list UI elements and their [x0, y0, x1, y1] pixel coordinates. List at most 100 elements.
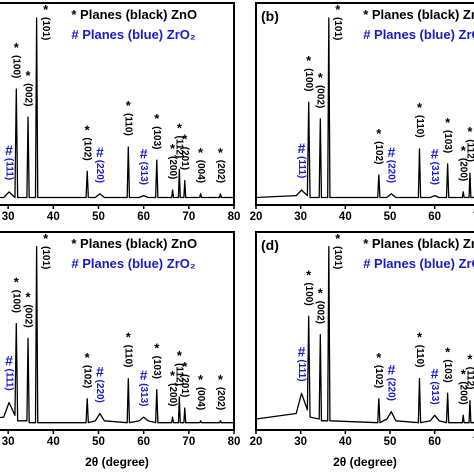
peak-label: (313) [429, 381, 440, 404]
legend-entry: # Planes (blue) ZrO₂ [363, 256, 474, 271]
x-tick-label: 70 [473, 211, 474, 223]
peak-marker: # [5, 142, 13, 158]
peak-marker: * [14, 40, 20, 55]
peak-label: (200) [458, 158, 469, 181]
peak-marker: * [126, 98, 132, 113]
peak-label: (002) [22, 83, 33, 106]
x-tick-label: 50 [384, 436, 397, 448]
peak-marker: # [96, 364, 104, 380]
peak-marker: * [376, 350, 382, 365]
x-axis-label: 2θ (degree) [333, 455, 397, 469]
peak-label: (220) [94, 160, 105, 183]
panel: 20 30 40 50 60 70 2θ (degree) (d) * Planes (blac… [250, 231, 474, 469]
peak-label: (112) [464, 139, 474, 162]
peak-marker: # [298, 140, 306, 156]
x-tick-label: 50 [92, 436, 105, 448]
x-tick-label: 30 [294, 436, 307, 448]
peak-marker: * [43, 231, 49, 246]
legend-entry: # Planes (blue) ZrO₂ [71, 256, 195, 271]
peak-marker: * [335, 231, 341, 246]
panel-label: (b) [261, 8, 279, 24]
x-tick-label: 50 [384, 211, 397, 223]
peak-label: (004) [195, 387, 206, 410]
peak-marker: * [218, 145, 224, 160]
x-tick-label: 70 [182, 436, 195, 448]
peak-label: (220) [94, 380, 105, 403]
peak-label: (100) [303, 68, 314, 91]
legend-entry: * Planes (black) ZnO [71, 7, 197, 22]
peak-marker: # [387, 362, 395, 378]
x-tick-label: 40 [47, 211, 60, 223]
peak-marker: * [182, 132, 188, 147]
peak-marker: * [154, 111, 160, 126]
peak-label: (110) [123, 113, 134, 136]
x-tick-label: 40 [339, 211, 352, 223]
peak-label: (112) [174, 135, 185, 158]
peak-label: (110) [123, 345, 134, 368]
peak-marker: * [318, 70, 324, 85]
peak-label: (100) [11, 55, 22, 78]
x-tick-label: 70 [473, 436, 474, 448]
peak-marker: * [198, 372, 204, 387]
legend-entry: * Planes (black) ZnO [363, 236, 474, 251]
peak-marker: * [376, 126, 382, 141]
peak-label: (002) [315, 85, 326, 108]
x-tick-label: 60 [428, 211, 441, 223]
peak-marker: * [154, 341, 160, 356]
peak-marker: * [43, 2, 49, 17]
legend-entry: * Planes (black) ZnO [71, 236, 197, 251]
peak-label: (110) [414, 115, 425, 138]
x-tick-label: 80 [228, 211, 241, 223]
legend-entry: # Planes (blue) ZrO₂ [71, 27, 195, 42]
peak-marker: * [170, 368, 176, 383]
peak-marker: # [431, 146, 439, 162]
panel: 30 40 50 60 70 80 2θ (degree) * Planes (black) … [0, 231, 240, 469]
peak-label: (112) [464, 367, 474, 390]
peak-marker: * [170, 141, 176, 156]
peak-marker: * [126, 330, 132, 345]
xrd-line [255, 246, 474, 424]
peak-label: (220) [386, 378, 397, 401]
peak-marker: # [387, 144, 395, 160]
peak-label: (102) [82, 365, 93, 388]
peak-marker: * [218, 372, 224, 387]
x-tick-label: 40 [47, 436, 60, 448]
peak-marker: # [140, 146, 148, 162]
peak-label: (100) [303, 282, 314, 305]
peak-marker: * [306, 267, 312, 282]
peak-marker: * [467, 352, 473, 367]
peak-label: (103) [151, 356, 162, 379]
x-tick-label: 60 [137, 211, 150, 223]
x-axis-label: 2θ (degree) [85, 455, 149, 469]
peak-label: (002) [315, 301, 326, 324]
peak-marker: * [318, 286, 324, 301]
xrd-line [0, 246, 234, 424]
legend-entry: # Planes (blue) ZrO₂ [363, 27, 474, 42]
peak-label: (220) [386, 160, 397, 183]
xrd-line [255, 17, 474, 199]
peak-marker: * [417, 100, 423, 115]
peak-label: (103) [151, 126, 162, 149]
peak-marker: * [445, 115, 451, 130]
peak-marker: * [467, 124, 473, 139]
peak-label: (111) [296, 359, 307, 381]
peak-marker: * [445, 344, 451, 359]
peak-label: (101) [40, 17, 51, 40]
peak-label: (200) [167, 383, 178, 406]
peak-label: (313) [429, 162, 440, 185]
x-tick-label: 80 [228, 436, 241, 448]
panel: 20 30 40 50 60 70 (b) * Planes (black) ZnO # Pla… [250, 2, 474, 223]
peak-label: (100) [11, 290, 22, 313]
peak-label: (102) [373, 365, 384, 388]
peak-marker: * [85, 122, 91, 137]
peak-marker: * [335, 2, 341, 17]
x-tick-label: 20 [250, 436, 263, 448]
peak-marker: * [26, 68, 32, 83]
peak-marker: * [461, 143, 467, 158]
peak-label: (101) [332, 17, 343, 40]
peak-label: (103) [442, 359, 453, 382]
peak-label: (111) [3, 369, 14, 391]
peak-label: (202) [215, 387, 226, 410]
peak-marker: * [198, 145, 204, 160]
